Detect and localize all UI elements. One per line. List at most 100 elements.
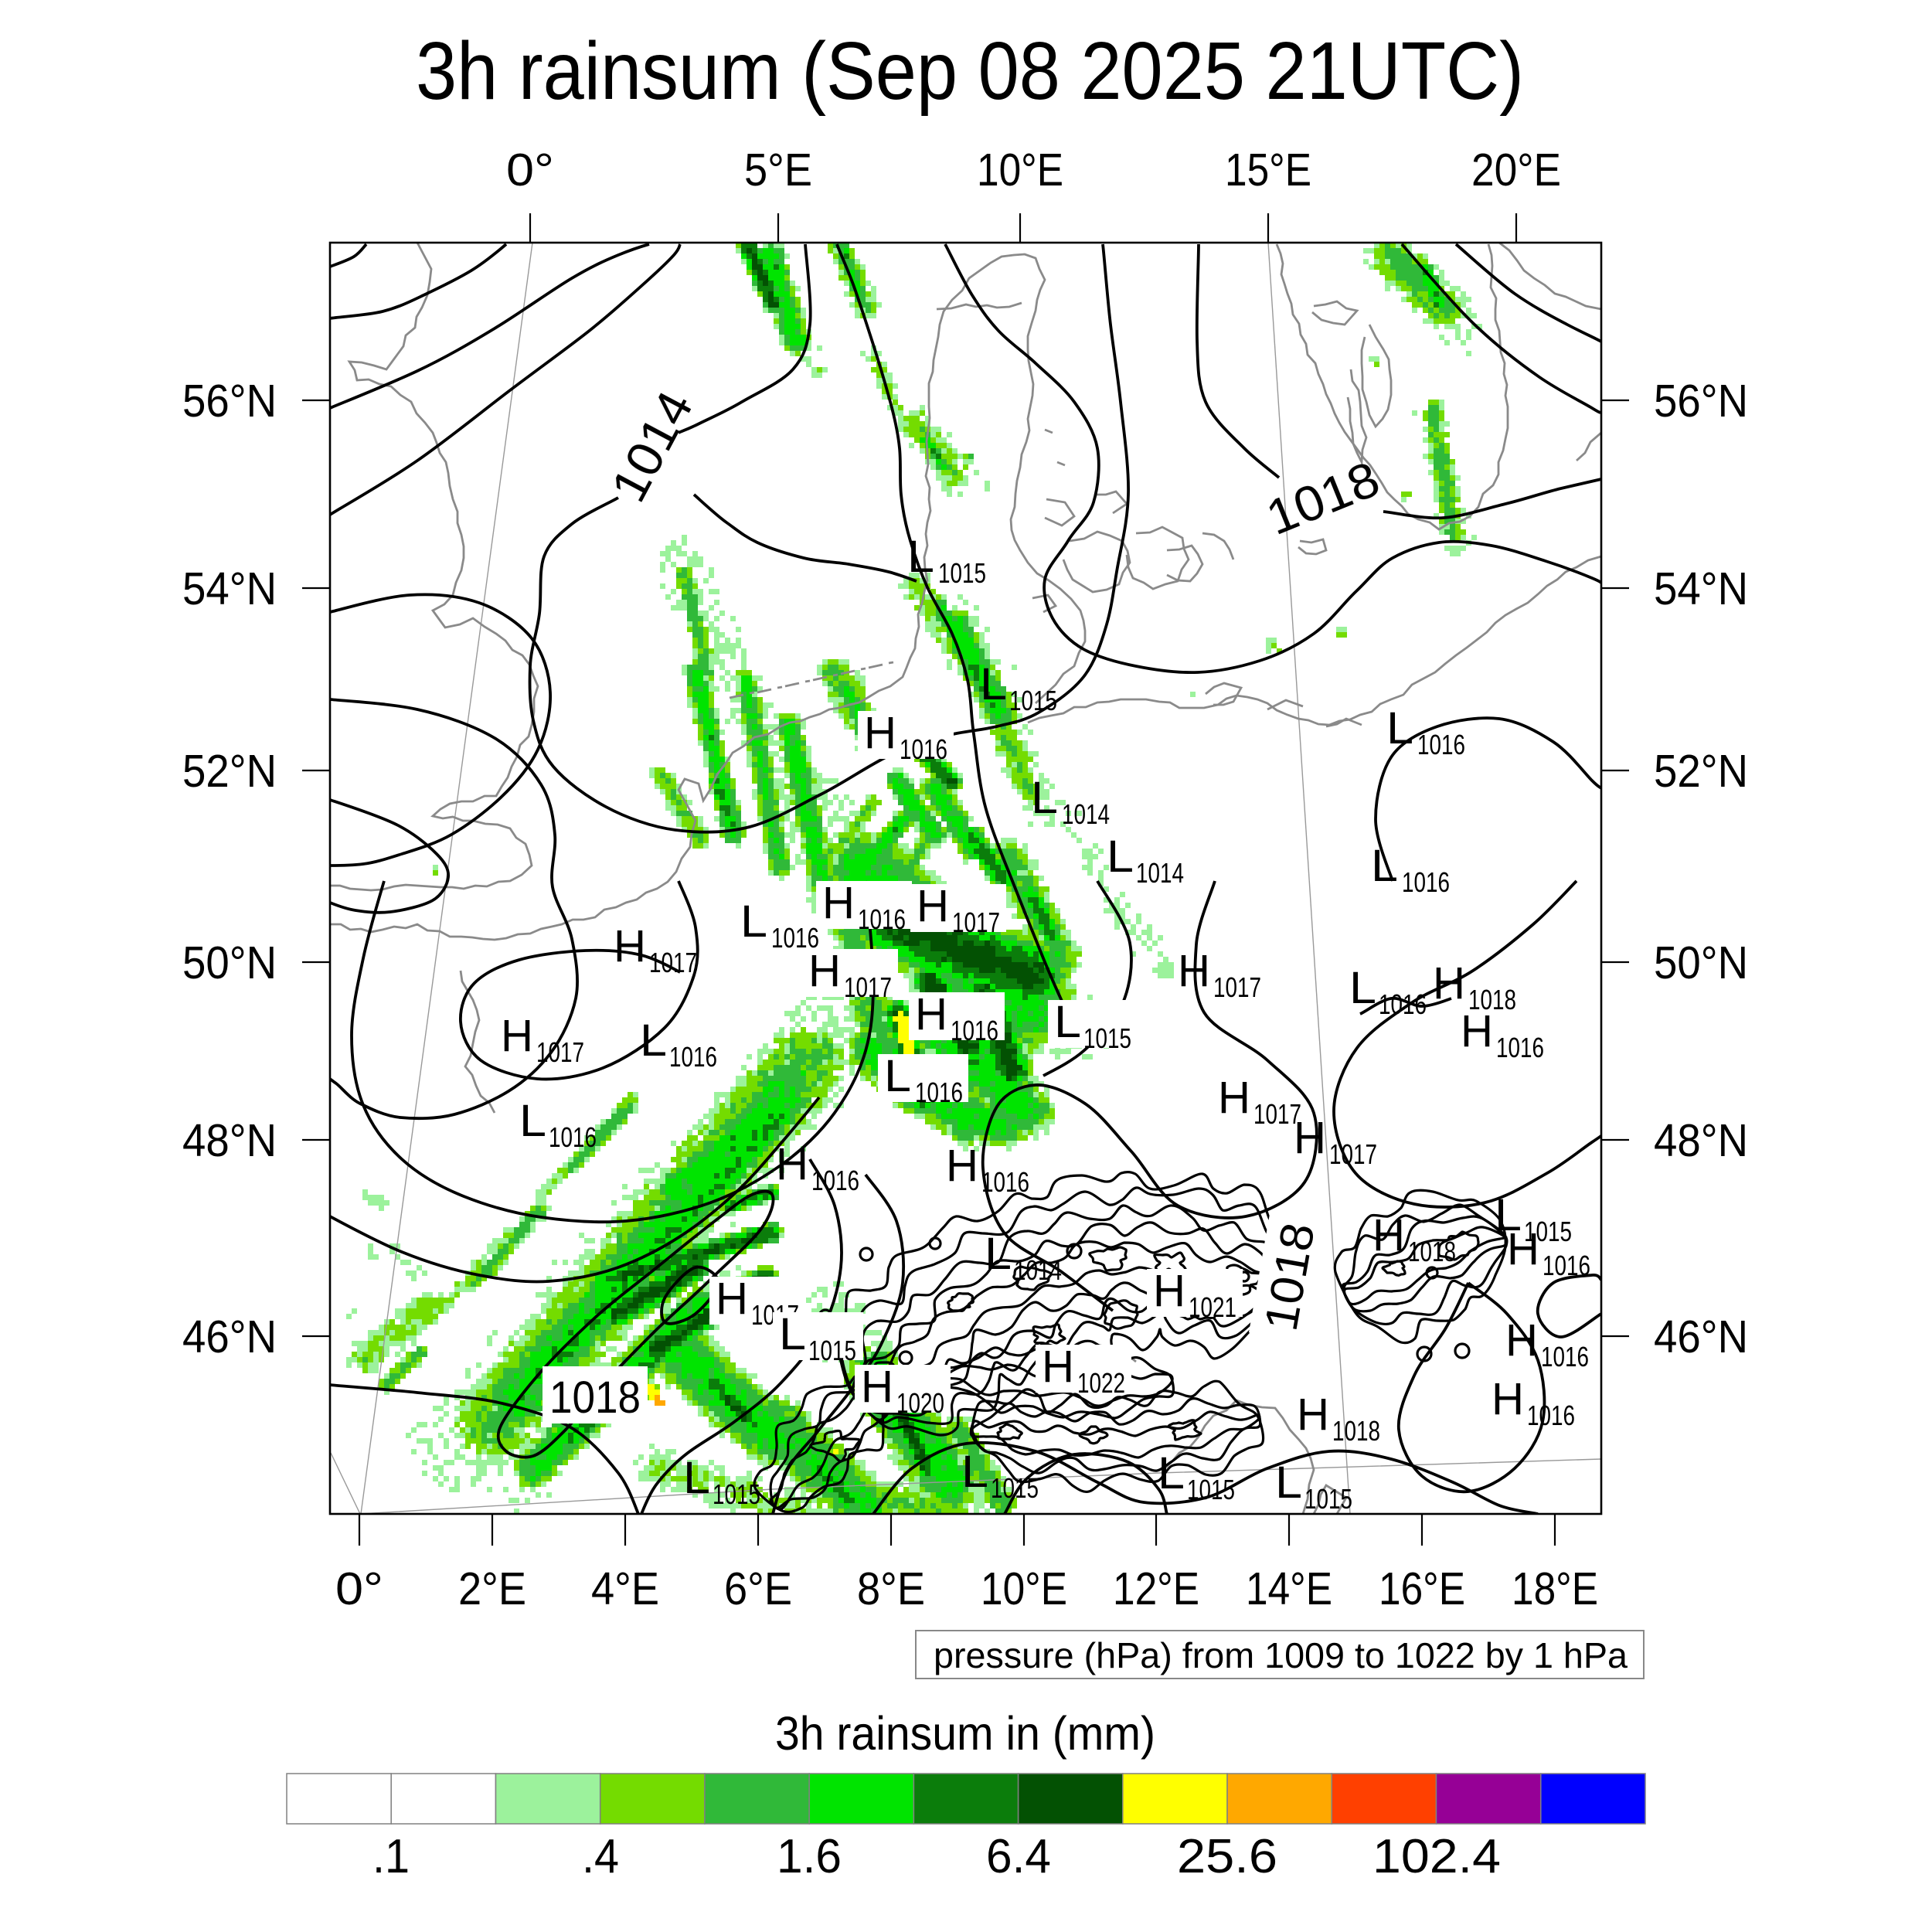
svg-text:1016: 1016	[549, 1121, 597, 1153]
svg-text:6°E: 6°E	[724, 1563, 792, 1614]
svg-text:L: L	[1107, 832, 1134, 882]
svg-text:10°E: 10°E	[977, 145, 1063, 196]
svg-text:1016: 1016	[1379, 988, 1427, 1020]
svg-text:1016: 1016	[981, 1166, 1029, 1198]
svg-text:L: L	[683, 1453, 710, 1503]
svg-text:1018: 1018	[1468, 984, 1516, 1015]
svg-text:1016: 1016	[951, 1015, 998, 1046]
svg-text:H: H	[1153, 1266, 1185, 1316]
svg-text:1018: 1018	[549, 1372, 641, 1423]
svg-text:16°E: 16°E	[1379, 1563, 1465, 1614]
svg-text:50°N: 50°N	[182, 937, 277, 988]
svg-text:L: L	[884, 1051, 911, 1101]
svg-text:.4: .4	[582, 1830, 619, 1883]
svg-text:1016: 1016	[900, 733, 947, 765]
svg-text:H: H	[1433, 958, 1465, 1009]
svg-text:L: L	[907, 532, 934, 582]
svg-text:1022: 1022	[1077, 1367, 1125, 1399]
svg-text:L: L	[961, 1447, 988, 1497]
svg-text:L: L	[1031, 773, 1058, 823]
svg-text:H: H	[614, 921, 646, 971]
svg-text:1017: 1017	[952, 906, 1000, 938]
svg-text:1017: 1017	[1253, 1098, 1301, 1130]
svg-text:H: H	[716, 1274, 748, 1324]
svg-text:1016: 1016	[1543, 1250, 1590, 1281]
svg-text:L: L	[1158, 1448, 1185, 1498]
svg-text:H: H	[808, 946, 841, 996]
svg-text:54°N: 54°N	[182, 563, 277, 614]
svg-text:1018: 1018	[1332, 1415, 1380, 1447]
svg-text:4°E: 4°E	[591, 1563, 659, 1614]
svg-text:H: H	[861, 1362, 893, 1412]
svg-text:H: H	[822, 878, 855, 928]
svg-text:1015: 1015	[1524, 1216, 1572, 1247]
svg-text:L: L	[519, 1096, 546, 1146]
svg-text:H: H	[1178, 946, 1210, 996]
svg-text:0°: 0°	[335, 1563, 383, 1614]
svg-text:1016: 1016	[1527, 1400, 1575, 1431]
svg-text:3h rainsum in (mm): 3h rainsum in (mm)	[775, 1707, 1155, 1760]
svg-text:1014: 1014	[1062, 798, 1110, 830]
svg-text:1016: 1016	[771, 922, 819, 954]
svg-text:1015: 1015	[808, 1335, 856, 1366]
svg-text:0°: 0°	[506, 145, 554, 196]
svg-text:H: H	[1507, 1224, 1539, 1274]
svg-text:6.4: 6.4	[986, 1830, 1051, 1883]
svg-text:52°N: 52°N	[182, 746, 277, 797]
svg-text:54°N: 54°N	[1654, 563, 1748, 614]
svg-text:10°E: 10°E	[981, 1563, 1067, 1614]
svg-text:1016: 1016	[669, 1041, 717, 1073]
svg-text:52°N: 52°N	[1654, 746, 1748, 797]
svg-text:1015: 1015	[1083, 1022, 1131, 1054]
svg-text:H: H	[501, 1011, 533, 1061]
svg-text:1016: 1016	[1402, 866, 1450, 898]
svg-text:L: L	[1495, 1190, 1522, 1240]
svg-text:1016: 1016	[1496, 1032, 1544, 1063]
svg-text:H: H	[1372, 1210, 1405, 1260]
svg-text:L: L	[1349, 963, 1376, 1013]
svg-text:8°E: 8°E	[857, 1563, 925, 1614]
svg-text:1014: 1014	[1136, 857, 1184, 889]
svg-text:1015: 1015	[713, 1478, 760, 1510]
svg-text:.1: .1	[372, 1830, 410, 1883]
svg-text:H: H	[1218, 1073, 1250, 1123]
svg-text:L: L	[1275, 1458, 1302, 1508]
svg-text:L: L	[980, 659, 1007, 709]
svg-text:1015: 1015	[991, 1472, 1039, 1504]
svg-text:1015: 1015	[938, 557, 986, 589]
svg-text:1014: 1014	[1014, 1254, 1062, 1286]
svg-text:H: H	[1042, 1342, 1074, 1392]
svg-text:L: L	[640, 1015, 667, 1066]
svg-text:18°E: 18°E	[1512, 1563, 1598, 1614]
svg-text:1017: 1017	[536, 1036, 584, 1068]
svg-text:50°N: 50°N	[1654, 937, 1748, 988]
svg-text:H: H	[946, 1141, 978, 1191]
svg-text:1015: 1015	[1304, 1483, 1352, 1515]
svg-text:15°E: 15°E	[1225, 145, 1311, 196]
svg-text:1015: 1015	[1009, 685, 1057, 716]
svg-text:1018: 1018	[1408, 1236, 1456, 1267]
svg-text:1016: 1016	[1541, 1341, 1589, 1372]
svg-text:1017: 1017	[1329, 1138, 1377, 1170]
svg-text:L: L	[779, 1309, 806, 1359]
svg-text:3h rainsum (Sep 08 2025 21UTC): 3h rainsum (Sep 08 2025 21UTC)	[416, 26, 1524, 117]
svg-text:L: L	[740, 896, 767, 947]
svg-text:L: L	[1371, 841, 1398, 891]
svg-text:1017: 1017	[1213, 971, 1261, 1003]
svg-text:1015: 1015	[1187, 1474, 1235, 1505]
svg-text:H: H	[864, 708, 896, 758]
svg-text:H: H	[1297, 1389, 1329, 1440]
svg-text:102.4: 102.4	[1372, 1830, 1501, 1883]
svg-text:56°N: 56°N	[1654, 376, 1748, 427]
svg-text:48°N: 48°N	[1654, 1115, 1748, 1166]
svg-text:1016: 1016	[915, 1077, 963, 1108]
svg-text:H: H	[1461, 1006, 1493, 1056]
svg-text:H: H	[1505, 1315, 1538, 1366]
svg-text:25.6: 25.6	[1177, 1830, 1277, 1883]
svg-text:H: H	[776, 1139, 808, 1189]
svg-text:H: H	[915, 989, 947, 1039]
svg-text:1017: 1017	[649, 947, 697, 978]
svg-text:1020: 1020	[896, 1387, 944, 1419]
svg-text:1017: 1017	[844, 971, 892, 1003]
svg-text:1016: 1016	[1417, 729, 1465, 760]
